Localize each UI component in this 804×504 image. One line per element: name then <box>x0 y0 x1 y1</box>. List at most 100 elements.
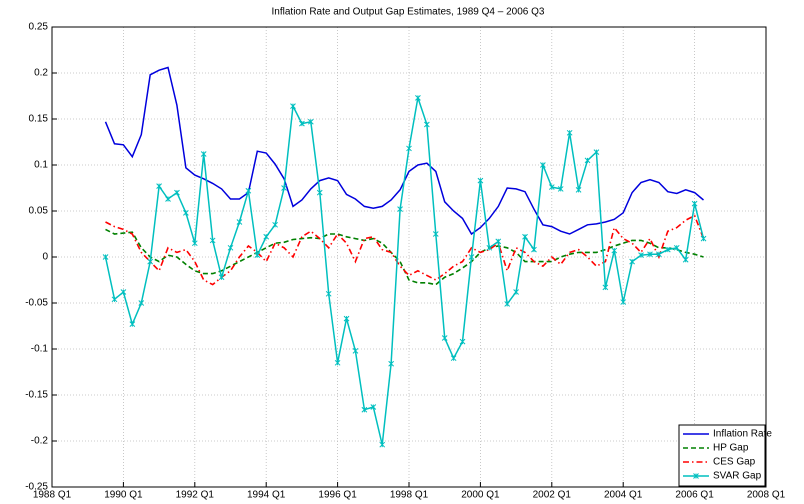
y-tick-label: 0.15 <box>29 114 49 125</box>
marker <box>352 347 359 354</box>
marker <box>263 233 270 240</box>
marker <box>111 296 118 303</box>
y-tick-label: -0.2 <box>31 436 49 447</box>
chart-title: Inflation Rate and Output Gap Estimates,… <box>272 7 545 18</box>
marker <box>307 118 314 125</box>
y-tick-label: 0 <box>42 252 48 263</box>
marker <box>629 258 635 265</box>
marker <box>540 162 546 168</box>
x-tick-label: 1990 Q1 <box>104 490 143 501</box>
marker <box>147 258 154 265</box>
marker <box>406 145 412 152</box>
marker <box>174 189 180 196</box>
marker <box>548 184 555 190</box>
x-tick-label: 1988 Q1 <box>33 490 72 501</box>
x-tick-label: 2004 Q1 <box>604 490 643 501</box>
marker <box>459 338 466 345</box>
marker <box>218 274 225 281</box>
marker <box>638 252 644 259</box>
x-tick-label: 2006 Q1 <box>675 490 714 501</box>
legend-label: HP Gap <box>713 443 749 454</box>
marker <box>682 256 689 263</box>
marker <box>566 129 573 136</box>
marker <box>334 359 341 366</box>
marker <box>227 244 234 251</box>
y-tick-label: 0.1 <box>34 160 48 171</box>
marker <box>209 237 216 244</box>
y-tick-label: 0.05 <box>29 206 49 217</box>
marker <box>664 246 671 253</box>
marker <box>611 247 618 254</box>
marker <box>513 289 519 295</box>
marker <box>647 251 653 258</box>
x-tick-label: 1998 Q1 <box>390 490 429 501</box>
marker <box>415 94 421 101</box>
marker <box>236 219 243 225</box>
x-tick-label: 1994 Q1 <box>247 490 286 501</box>
marker <box>325 290 332 297</box>
y-tick-label: -0.05 <box>25 298 48 309</box>
marker <box>102 254 109 260</box>
marker <box>165 196 171 202</box>
marker <box>281 185 287 191</box>
marker <box>343 315 350 322</box>
marker <box>468 254 475 260</box>
x-tick-label: 1996 Q1 <box>318 490 357 501</box>
marker <box>495 238 502 245</box>
marker <box>450 355 457 362</box>
marker <box>700 235 707 242</box>
marker <box>272 221 278 228</box>
marker <box>531 246 537 253</box>
marker <box>423 121 430 128</box>
marker <box>200 151 207 157</box>
y-tick-label: 0.2 <box>34 68 48 79</box>
marker <box>361 406 368 413</box>
marker <box>575 186 582 193</box>
marker <box>584 157 591 164</box>
marker <box>441 335 448 341</box>
marker <box>432 231 439 237</box>
y-tick-label: -0.25 <box>25 482 48 493</box>
marker <box>504 301 511 307</box>
x-tick-label: 1992 Q1 <box>176 490 215 501</box>
marker <box>593 149 600 155</box>
legend: Inflation Rate HP Gap CES Gap SVAR Gap <box>678 424 772 487</box>
marker <box>138 300 145 306</box>
marker <box>290 103 296 109</box>
y-tick-label: -0.15 <box>25 390 48 401</box>
axes-box <box>51 26 767 488</box>
marker <box>388 360 395 367</box>
y-tick-label: 0.25 <box>29 22 49 33</box>
marker <box>522 233 528 240</box>
marker <box>370 404 377 410</box>
legend-marker <box>693 473 699 479</box>
marker <box>129 321 136 328</box>
legend-box <box>678 424 766 487</box>
marker <box>557 186 564 192</box>
marker <box>183 209 189 216</box>
marker <box>397 206 403 213</box>
marker <box>191 240 198 247</box>
legend-label: SVAR Gap <box>713 471 762 482</box>
marker <box>120 289 127 295</box>
y-tick-label: -0.1 <box>31 344 49 355</box>
marker <box>602 284 609 291</box>
marker <box>673 244 680 251</box>
marker <box>656 251 662 258</box>
marker <box>486 244 493 251</box>
marker <box>254 252 261 259</box>
marker <box>620 299 627 305</box>
legend-label: CES Gap <box>713 457 756 468</box>
marker <box>156 183 162 190</box>
marker <box>477 177 484 184</box>
x-tick-label: 2002 Q1 <box>533 490 572 501</box>
legend-label: Inflation Rate <box>713 429 772 440</box>
x-tick-label: 2000 Q1 <box>461 490 500 501</box>
series-line <box>104 97 705 445</box>
marker <box>379 441 386 448</box>
marker <box>691 200 698 207</box>
marker <box>316 189 323 196</box>
marker <box>245 187 252 194</box>
marker <box>299 120 305 127</box>
